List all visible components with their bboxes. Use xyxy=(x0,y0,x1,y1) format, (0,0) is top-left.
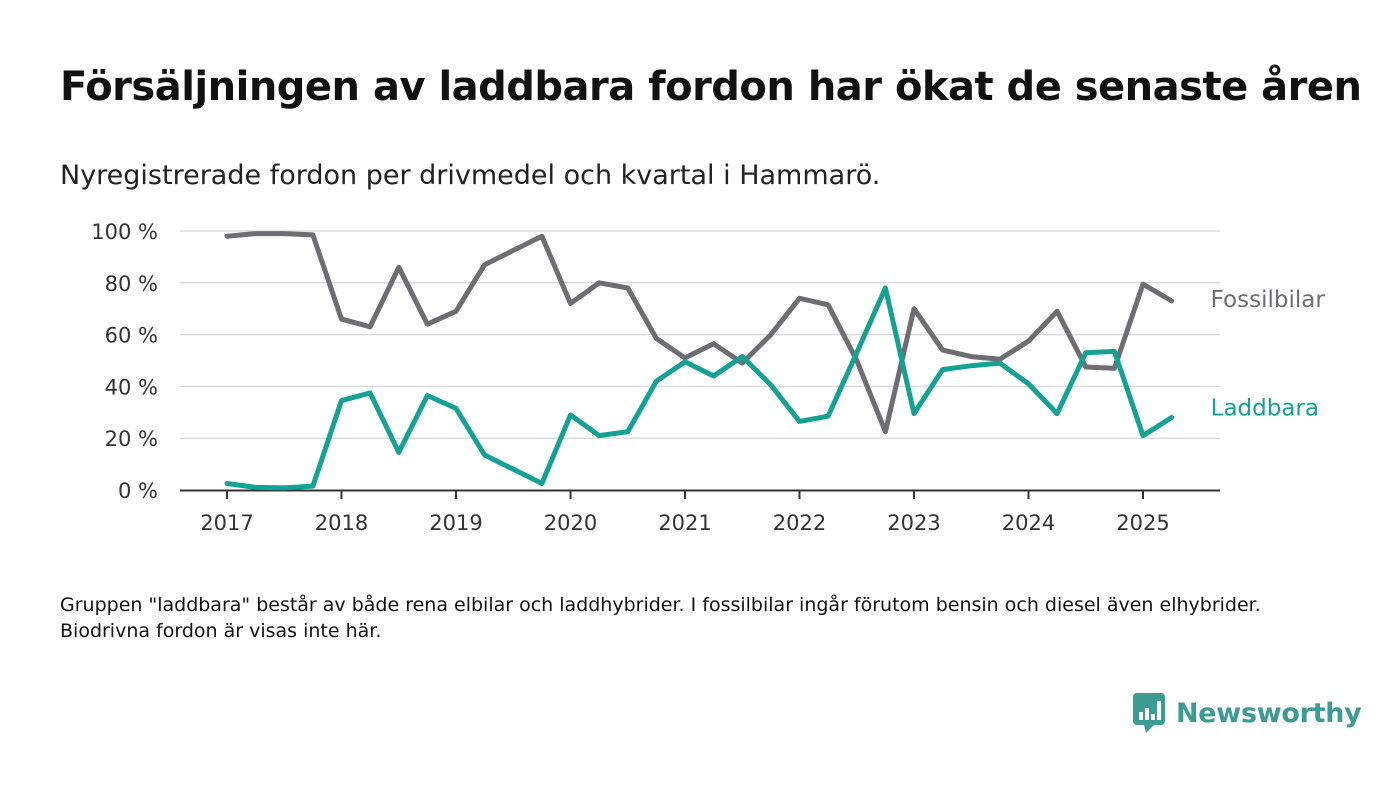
series-lines xyxy=(224,231,1175,491)
series-line-fossilbilar xyxy=(224,231,1175,435)
x-axis: 2017 2018 2019 2020 2021 2022 2023 2024 2025 xyxy=(180,489,1220,535)
x-tick-label-2020: 2020 xyxy=(544,511,597,535)
y-tick-label-60: 60 % xyxy=(105,324,158,348)
y-tick-label-80: 80 % xyxy=(105,272,158,296)
y-tick-label-40: 40 % xyxy=(105,375,158,399)
x-tick-label-2022: 2022 xyxy=(773,511,826,535)
y-tick-label-100: 100 % xyxy=(91,220,158,244)
x-tick-label-2023: 2023 xyxy=(887,511,940,535)
grid-lines xyxy=(180,230,1220,439)
newsworthy-logo[interactable]: Newsworthy xyxy=(1132,692,1362,734)
footnote: Gruppen "laddbara" består av både rena e… xyxy=(60,594,1261,642)
x-tick-label-2024: 2024 xyxy=(1002,511,1055,535)
chart-title: Försäljningen av laddbara fordon har öka… xyxy=(60,64,1362,110)
series-labels: Fossilbilar Laddbara xyxy=(1211,287,1326,422)
y-axis-ticks: 0 % 20 % 40 % 60 % 80 % 100 % xyxy=(91,220,158,503)
chart-subtitle: Nyregistrerade fordon per drivmedel och … xyxy=(60,160,881,191)
x-tick-label-2019: 2019 xyxy=(429,511,482,535)
series-line-laddbara xyxy=(224,285,1175,491)
x-tick-label-2025: 2025 xyxy=(1116,511,1169,535)
y-tick-label-20: 20 % xyxy=(105,427,158,451)
x-tick-label-2021: 2021 xyxy=(658,511,711,535)
series-label-fossilbilar: Fossilbilar xyxy=(1211,287,1326,313)
y-tick-label-0: 0 % xyxy=(118,479,158,503)
x-tick-label-2018: 2018 xyxy=(315,511,368,535)
newsworthy-logo-icon xyxy=(1133,693,1165,733)
x-tick-label-2017: 2017 xyxy=(200,511,253,535)
newsworthy-logo-text: Newsworthy xyxy=(1176,697,1362,729)
series-label-laddbara: Laddbara xyxy=(1211,395,1319,421)
